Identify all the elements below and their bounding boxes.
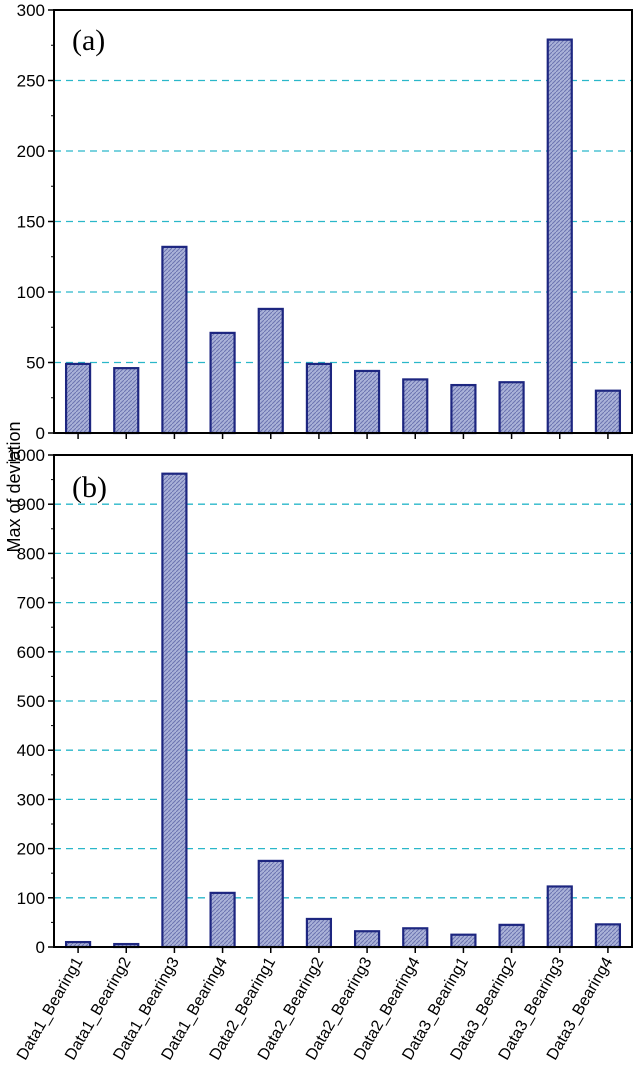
panel-label: (b) (72, 471, 107, 504)
bar-Data3_Bearing4 (594, 389, 622, 435)
y-tick-label: 200 (17, 840, 45, 859)
bar-Data1_Bearing2 (113, 367, 140, 435)
bar-Data3_Bearing3 (546, 885, 573, 949)
y-tick-label: 700 (17, 594, 45, 613)
y-tick-label: 1000 (7, 446, 45, 465)
bar-Data2_Bearing3 (353, 930, 381, 949)
bar-Data1_Bearing3 (161, 472, 188, 949)
bar-Data2_Bearing3 (353, 369, 381, 435)
y-tick-label: 600 (17, 643, 45, 662)
bar-Data3_Bearing2 (498, 923, 525, 949)
y-tick-label: 300 (17, 790, 45, 809)
y-tick-label: 100 (17, 283, 45, 302)
bar-Data1_Bearing1 (64, 362, 92, 435)
bar-Data2_Bearing1 (257, 307, 284, 435)
bar-Data2_Bearing4 (402, 927, 429, 949)
bar-Data3_Bearing1 (450, 383, 477, 435)
y-tick-label: 500 (17, 692, 45, 711)
bar-Data2_Bearing2 (305, 362, 333, 435)
y-tick-label: 150 (17, 213, 45, 232)
panel-b: 0 100 200 300 400 500 600 700 800 900 1000 Data1_B… (7, 446, 633, 1063)
y-tick-label: 400 (17, 741, 45, 760)
y-tick-label: 900 (17, 495, 45, 514)
y-tick-label: 250 (17, 72, 45, 91)
y-axis-label: Max of deviation (4, 421, 24, 552)
bar-series (64, 38, 622, 435)
bar-Data2_Bearing4 (402, 378, 429, 435)
bar-Data1_Bearing4 (209, 331, 236, 435)
panel-a: 0 50 100 150 200 250 300 (a) (17, 1, 633, 443)
y-axis: 0 50 100 150 200 250 300 (17, 1, 54, 443)
bar-Data3_Bearing3 (546, 38, 573, 435)
y-tick-label: 300 (17, 1, 45, 20)
y-tick-label: 50 (26, 354, 45, 373)
category-labels: Data1_Bearing1Data1_Bearing2Data1_Bearin… (14, 954, 616, 1063)
bar-Data3_Bearing2 (498, 381, 525, 435)
x-axis (77, 947, 609, 953)
grid-lines (54, 79, 632, 364)
y-tick-label: 200 (17, 142, 45, 161)
x-axis (77, 433, 609, 439)
y-tick-label: 0 (36, 938, 45, 957)
y-tick-label: 100 (17, 889, 45, 908)
y-axis: 0 100 200 300 400 500 600 700 800 900 1000 (7, 446, 54, 957)
bar-Data2_Bearing1 (257, 859, 284, 949)
bar-Data1_Bearing4 (209, 891, 236, 949)
grid-lines (54, 503, 632, 899)
y-tick-label: 800 (17, 544, 45, 563)
panel-label: (a) (72, 24, 105, 57)
bar-Data3_Bearing1 (450, 933, 477, 949)
bar-Data2_Bearing2 (305, 917, 333, 949)
bar-Data3_Bearing4 (594, 923, 622, 949)
y-tick-label: 0 (36, 424, 45, 443)
bar-series (64, 472, 622, 949)
bar-Data1_Bearing3 (161, 245, 188, 435)
